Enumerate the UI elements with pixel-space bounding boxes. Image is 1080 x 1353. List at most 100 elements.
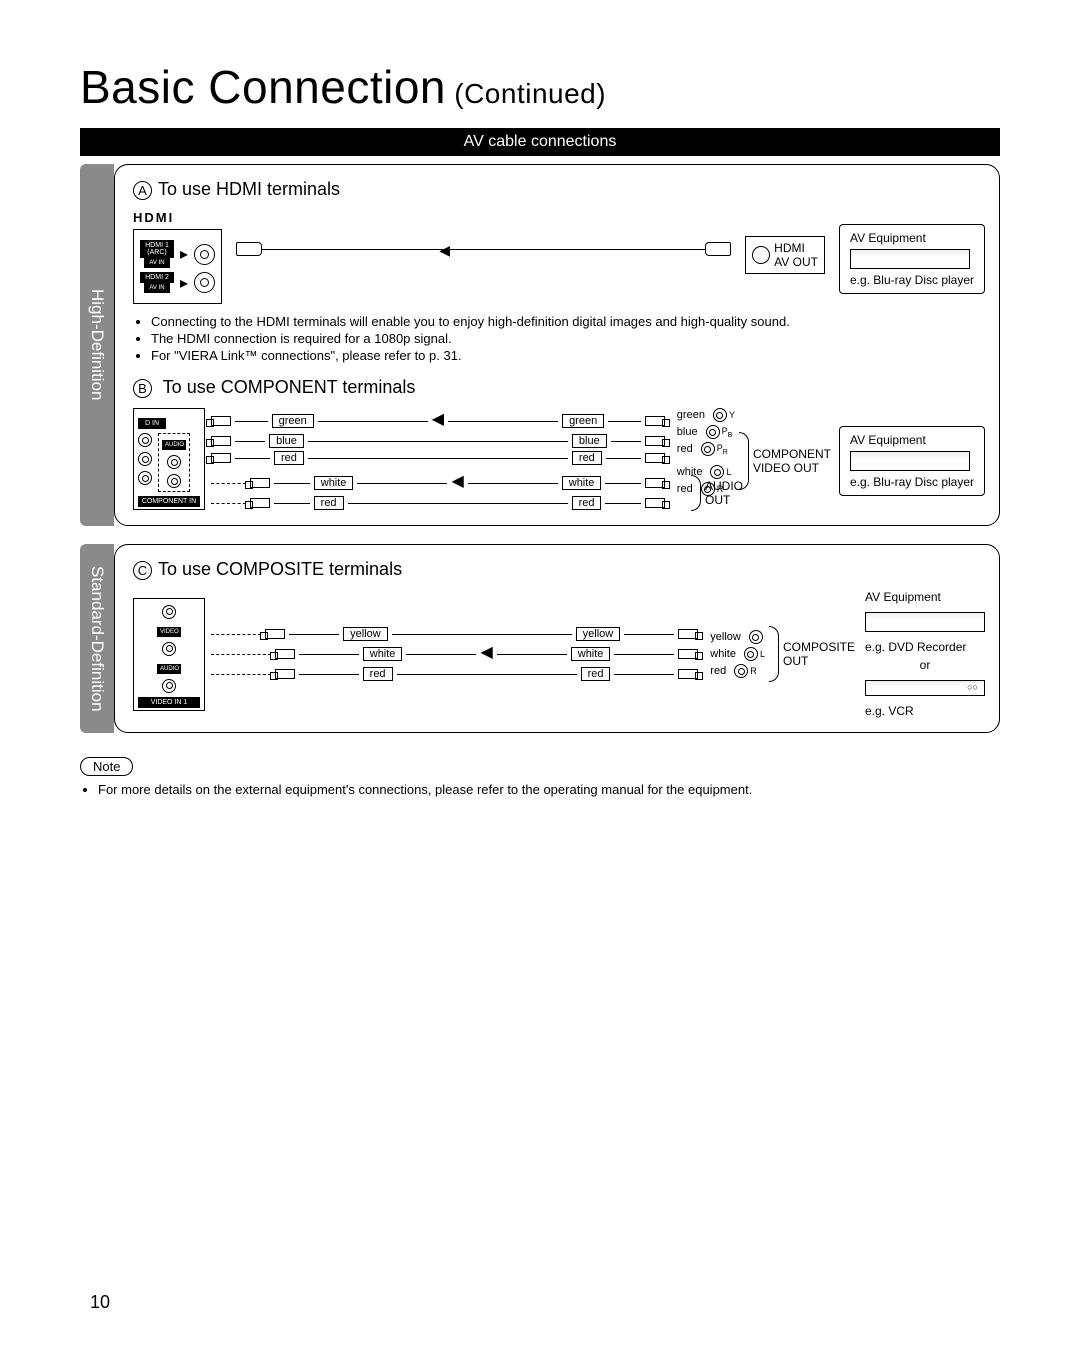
letter-a-icon: A: [133, 181, 152, 200]
hdmi1-avin-label: AV IN: [144, 258, 170, 268]
bluray-device-icon: [850, 249, 970, 269]
composite-equipment-box: AV Equipment e.g. DVD Recorder or ○○ e.g…: [865, 590, 985, 718]
rca-plug-icon: [250, 498, 270, 508]
red-label-left: red: [363, 667, 393, 681]
dvd-recorder-icon: [865, 612, 985, 632]
rca-plug-icon: [645, 478, 665, 488]
comp-equip-title: AV Equipment: [850, 433, 974, 447]
arrow-left-icon: ◀: [480, 642, 492, 662]
component-tv-terminal: D IN AUDIO COMPONENT IN: [133, 408, 205, 513]
hdmi-arrow-icon: ▸: [180, 244, 188, 264]
comp-y-jack-icon: [138, 433, 152, 447]
rca-plug-icon: [275, 649, 295, 659]
or-label: or: [865, 658, 985, 672]
hdmi-title-text: To use HDMI terminals: [158, 179, 340, 199]
arrow-left-icon: ◀: [439, 242, 450, 259]
composite-title-text: To use COMPOSITE terminals: [158, 559, 402, 579]
sd-side-tab: Standard-Definition: [80, 544, 114, 733]
green-label-left: green: [272, 414, 314, 428]
hdmi-out-label2: AV OUT: [774, 255, 818, 269]
yellow-label-right: yellow: [576, 627, 621, 641]
title-main: Basic Connection: [80, 61, 446, 113]
composite-heading: C To use COMPOSITE terminals: [133, 559, 985, 580]
hdmi-bullet-1: Connecting to the HDMI terminals will en…: [151, 314, 985, 329]
component-equipment-box: AV Equipment e.g. Blu-ray Disc player: [839, 426, 985, 496]
comp-video-out-label: COMPONENT VIDEO OUT: [753, 447, 833, 475]
hdmi1-label: HDMI 1 (ARC): [140, 240, 174, 258]
rca-plug-icon: [645, 416, 665, 426]
comp-pr-jack-icon: [138, 471, 152, 485]
hdmi-bullet-2: The HDMI connection is required for a 10…: [151, 331, 985, 346]
title-continued: (Continued): [446, 78, 606, 109]
red-label-left: red: [274, 451, 304, 465]
white-label-right: white: [571, 647, 611, 661]
note-label: Note: [80, 757, 133, 776]
src-pr-jack-icon: [701, 442, 715, 456]
brace-icon: [769, 626, 779, 682]
blue-label-left: blue: [269, 434, 304, 448]
src-y-jack-icon: [713, 408, 727, 422]
src-l-jack-icon: [744, 647, 758, 661]
letter-c-icon: C: [133, 561, 152, 580]
composite-in-label: VIDEO IN 1: [138, 697, 200, 708]
composite-video-jack-icon: [162, 605, 176, 619]
sd-panel: C To use COMPOSITE terminals VIDEO AUDIO …: [114, 544, 1000, 733]
hdmi2-label: HDMI 2: [140, 272, 174, 283]
white-label-left: white: [314, 476, 354, 490]
rca-plug-icon: [211, 416, 231, 426]
hdmi-out-port-icon: [752, 246, 770, 264]
hdmi-cable-line: ◀: [262, 249, 705, 250]
hdmi-bullets: Connecting to the HDMI terminals will en…: [133, 314, 985, 363]
rca-plug-icon: [645, 436, 665, 446]
blue-label-right: blue: [572, 434, 607, 448]
hdmi-equipment-box: AV Equipment e.g. Blu-ray Disc player: [839, 224, 985, 294]
hdmi-equip-title: AV Equipment: [850, 231, 974, 245]
component-cables: green ◀ green blue blue red red white ◀: [211, 408, 665, 513]
high-definition-block: High-Definition ATo use HDMI terminals H…: [80, 164, 1000, 526]
rca-plug-icon: [265, 629, 285, 639]
vcr-device-icon: ○○: [865, 680, 985, 696]
white-label-right: white: [562, 476, 602, 490]
composite-equip-title: AV Equipment: [865, 590, 985, 604]
hdmi1-port-icon: [194, 244, 215, 265]
hdmi-arrow-icon: ▸: [180, 273, 188, 293]
hdmi-equip-example: e.g. Blu-ray Disc player: [850, 273, 974, 287]
arrow-left-icon: ◀: [451, 471, 463, 491]
page-title: Basic Connection (Continued): [80, 60, 1000, 114]
composite-source-jacks: yellow whiteL redR COMPOSITE OUT: [704, 626, 859, 682]
red-audio-label-right: red: [572, 496, 602, 510]
hdmi-logo-icon: HDMI: [133, 210, 222, 225]
red-label-right: red: [581, 667, 611, 681]
comp-pb-jack-icon: [138, 452, 152, 466]
section-header-bar: AV cable connections: [80, 128, 1000, 156]
rca-plug-icon: [678, 649, 698, 659]
hdmi-plug-right-icon: [705, 242, 731, 256]
comp-l-jack-icon: [167, 455, 181, 469]
note-section: Note For more details on the external eq…: [80, 751, 1000, 797]
red-audio-label-left: red: [314, 496, 344, 510]
comp-audio-label: AUDIO: [162, 440, 186, 450]
hdmi2-port-icon: [194, 272, 215, 293]
green-label-right: green: [562, 414, 604, 428]
component-title-text: To use COMPONENT terminals: [158, 377, 415, 397]
letter-b-icon: B: [133, 379, 152, 398]
hdmi-plug-left-icon: [236, 242, 262, 256]
hd-panel: A To use HDMI terminals HDMI HDMI 1 (ARC)…: [114, 164, 1000, 526]
src-r-jack-icon: [734, 664, 748, 678]
arrow-left-icon: ◀: [432, 409, 444, 429]
comp-in-label: COMPONENT IN: [138, 496, 200, 507]
hdmi-source-box: HDMI AV OUT: [745, 236, 825, 274]
composite-r-jack-icon: [162, 679, 176, 693]
hdmi-bullet-3: For "VIERA Link™ connections", please re…: [151, 348, 985, 363]
src-video-jack-icon: [749, 630, 763, 644]
rca-plug-icon: [250, 478, 270, 488]
rca-plug-icon: [211, 453, 231, 463]
composite-tv-terminal: VIDEO AUDIO VIDEO IN 1: [133, 598, 205, 711]
white-label-left: white: [363, 647, 403, 661]
composite-equip-example2: e.g. VCR: [865, 704, 985, 718]
red-label-right: red: [572, 451, 602, 465]
composite-l-jack-icon: [162, 642, 176, 656]
note-text: For more details on the external equipme…: [98, 782, 1000, 797]
standard-definition-block: Standard-Definition C To use COMPOSITE te…: [80, 544, 1000, 733]
rca-plug-icon: [275, 669, 295, 679]
